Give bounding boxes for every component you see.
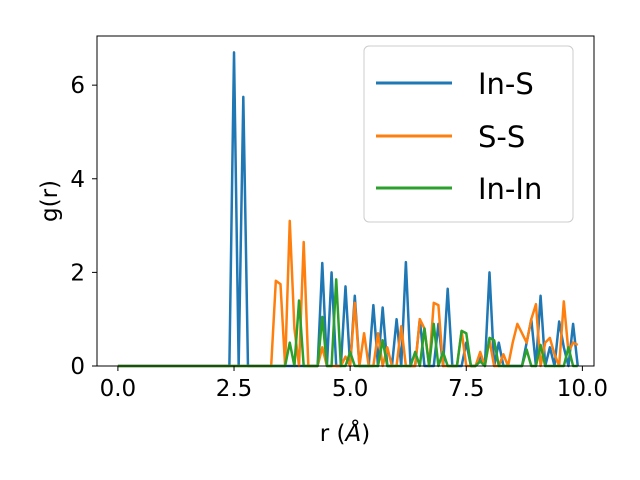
legend-box [363,45,574,223]
legend-label-in-s: In-S [478,67,534,101]
plot-frame [96,35,595,367]
legend-label-in-in: In-In [478,172,542,206]
y-tick-label: 2 [70,260,85,286]
legend-label-s-s: S-S [478,120,525,154]
x-tick-label: 5.0 [332,376,369,402]
x-tick-label: 0.0 [100,376,137,402]
x-tick-label: 7.5 [448,376,485,402]
y-tick-label: 4 [70,167,85,193]
y-tick-label: 0 [70,354,85,380]
x-axis-label: r (Å) [320,419,370,447]
x-tick-label: 2.5 [216,376,253,402]
legend: In-S S-S In-In [363,45,574,223]
y-tick-label: 6 [70,73,85,99]
axis-ticks: 0.0 2.5 5.0 7.5 10.0 0 2 4 6 [70,73,608,402]
x-tick-label: 10.0 [557,376,608,402]
y-axis-label: g(r) [37,180,63,222]
